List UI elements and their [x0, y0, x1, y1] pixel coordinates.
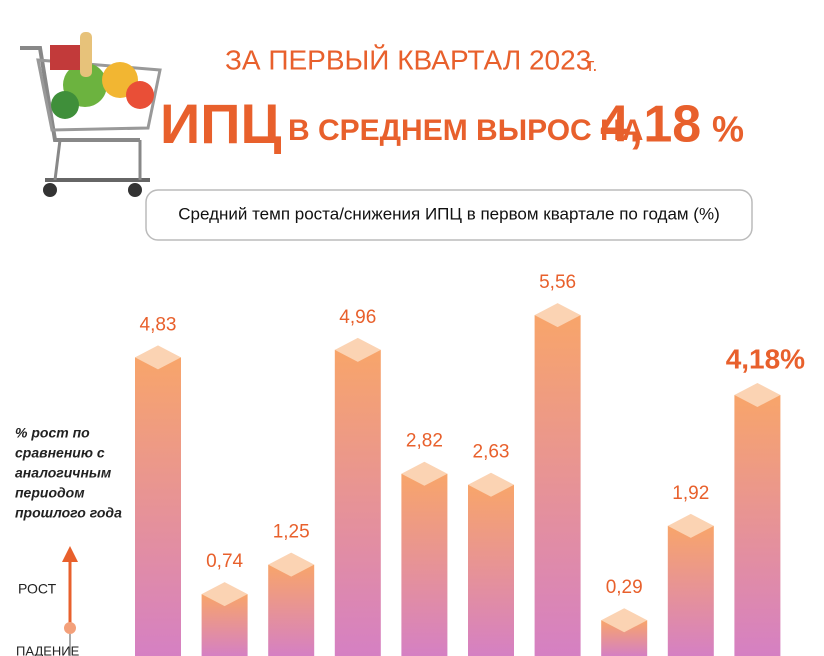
header-cpi: ИПЦ — [160, 92, 282, 155]
value-label: 0,74 — [206, 551, 243, 572]
value-label: 2,82 — [406, 431, 443, 452]
value-label: 2,63 — [473, 442, 510, 463]
arrow-head — [62, 546, 78, 562]
legend-down: ПАДЕНИЕ — [16, 643, 80, 656]
bar — [534, 315, 581, 656]
bar-top — [667, 513, 714, 538]
bar-top — [135, 345, 181, 370]
header-suffix: г. — [588, 55, 597, 75]
value-label: 1,92 — [672, 483, 709, 504]
header-phrase: В СРЕДНЕМ ВЫРОС НА — [288, 114, 643, 147]
bar-top — [201, 582, 248, 607]
header-line: ЗА ПЕРВЫЙ КВАРТАЛ 2023 — [225, 44, 591, 75]
bar — [734, 394, 781, 656]
legend-up: РОСТ — [18, 581, 57, 597]
value-label: 4,83 — [140, 314, 177, 335]
bar-top — [401, 461, 448, 486]
bar-top — [334, 337, 381, 362]
cart-icon — [20, 32, 162, 197]
annotation-line: сравнению с — [15, 445, 105, 461]
subtitle-box — [145, 189, 753, 241]
header-value: 4,18 — [600, 96, 701, 154]
value-label: 5,56 — [539, 272, 576, 293]
header-percent: % — [712, 109, 744, 150]
bar-top — [734, 382, 781, 407]
annotation-line: периодом — [15, 485, 85, 501]
bar-top — [268, 552, 315, 577]
bar — [468, 484, 514, 656]
bar — [334, 349, 381, 656]
bar — [135, 357, 181, 656]
arrow-origin — [64, 622, 76, 634]
value-label: 0,29 — [606, 577, 643, 598]
value-label: 4,96 — [339, 307, 376, 328]
value-label: 1,25 — [273, 522, 310, 543]
bar — [667, 525, 714, 656]
annotation-line: прошлого года — [15, 505, 122, 521]
bar — [268, 564, 315, 656]
subtitle: Средний темп роста/снижения ИПЦ в первом… — [178, 204, 720, 223]
bar — [401, 473, 448, 656]
bar-top — [468, 472, 514, 497]
value-label: 4,18% — [726, 343, 805, 374]
annotation-line: % рост по — [15, 425, 90, 441]
bar-top — [534, 303, 581, 328]
annotation-line: аналогичным — [15, 465, 112, 481]
bar-top — [601, 608, 648, 633]
